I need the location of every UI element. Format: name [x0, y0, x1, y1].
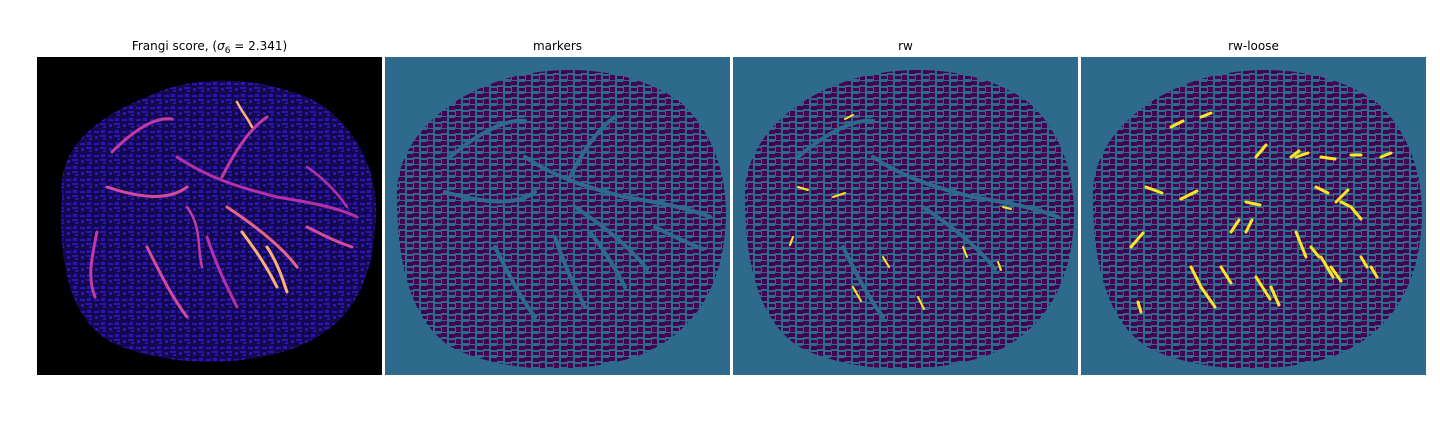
panel-title-markers: markers	[532, 39, 583, 53]
title-value: = 2.341)	[230, 39, 288, 53]
vessel-highlights	[1129, 111, 1393, 314]
rw-loose-image	[1081, 57, 1426, 375]
frangi-image-panel	[37, 57, 382, 375]
sigma-subscript: 6	[224, 46, 231, 56]
sigma-symbol: σ	[217, 39, 225, 53]
vessels	[89, 100, 359, 319]
rw-image-panel	[733, 57, 1078, 375]
rw-loose-image-panel	[1081, 57, 1426, 375]
rw-image	[733, 57, 1078, 375]
title-text: Frangi score, (	[131, 39, 218, 53]
markers-image-panel	[385, 57, 730, 375]
panel-title-frangi: Frangi score, (σ6 = 2.341)	[37, 39, 382, 56]
panel-title-rw: rw	[898, 39, 913, 53]
frangi-image	[37, 57, 382, 375]
markers-image	[385, 57, 730, 375]
panel-title-rw-loose: rw-loose	[1228, 39, 1279, 53]
vessel-highlights	[789, 114, 1012, 310]
vessel-channels	[443, 115, 712, 319]
